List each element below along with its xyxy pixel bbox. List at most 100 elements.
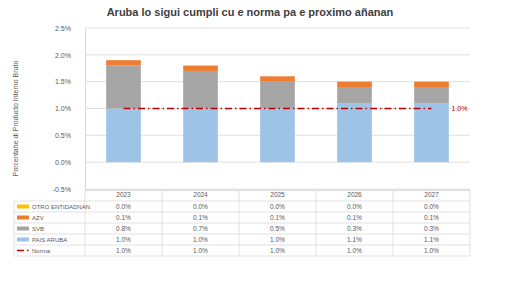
table-rule	[14, 234, 470, 235]
y-tick: 1.0%	[55, 105, 85, 112]
y-tick: 1.5%	[55, 78, 85, 85]
bar	[414, 87, 449, 103]
bar	[414, 103, 449, 162]
bar	[106, 66, 141, 109]
grid-line	[85, 28, 470, 29]
table-cell: 0.0%	[347, 203, 362, 210]
bar	[414, 82, 449, 87]
table-cell: 0.0%	[424, 203, 439, 210]
y-tick: 2.5%	[55, 25, 85, 32]
x-tick: 2026	[347, 190, 362, 198]
table-cell: 0.0%	[193, 203, 208, 210]
x-tick-label: 2026	[347, 191, 362, 198]
table-cell: 0.7%	[193, 225, 208, 232]
table-rule	[14, 212, 470, 213]
table-rule	[14, 223, 470, 224]
x-tick: 2025	[270, 190, 285, 198]
table-cell: 0.1%	[116, 214, 131, 221]
legend-label: AZV	[32, 215, 44, 221]
table-cell: 1.0%	[270, 236, 285, 243]
table-cell: 1.1%	[424, 236, 439, 243]
legend-swatch	[17, 227, 29, 231]
y-tick-label: 1.5%	[55, 78, 71, 85]
legend-label: OTRO ENTIDADNAN	[32, 204, 90, 210]
y-tick-label: 0.5%	[55, 132, 71, 139]
title: Aruba lo sigui cumpli cu e norma pa e pr…	[107, 6, 394, 18]
chart: Aruba lo sigui cumpli cu e norma pa e pr…	[0, 0, 513, 292]
table-cell: 0.3%	[347, 225, 362, 232]
legend-swatch	[17, 250, 29, 252]
y-axis: -0.5% 0.0% 0.5% 1.0% 1.5% 2.0% 2.5%	[53, 25, 86, 193]
plot-area	[106, 60, 449, 162]
y-tick: -0.5%	[53, 186, 85, 193]
table-cell: 1.1%	[347, 236, 362, 243]
table-cell: 0.8%	[116, 225, 131, 232]
table-cell: 1.0%	[193, 247, 208, 254]
legend-label: SVB	[32, 226, 44, 232]
bar	[106, 60, 141, 61]
bar	[337, 87, 372, 103]
bar	[106, 109, 141, 163]
data-table: OTRO ENTIDADNAN 0.0% 0.0% 0.0% 0.0% 0.0% AZV 0.…	[14, 190, 470, 256]
table-rule	[470, 190, 471, 256]
y-tick-label: 2.0%	[55, 52, 71, 59]
bar	[183, 65, 218, 66]
x-tick: 2024	[193, 190, 208, 198]
legend-swatch	[17, 205, 29, 209]
x-axis: 2023 2024 2025 2026 2027	[86, 190, 471, 198]
table-cell: 0.1%	[424, 214, 439, 221]
y-tick-label: 1.0%	[55, 105, 71, 112]
table-cell: 0.0%	[116, 203, 131, 210]
table-cell: 1.0%	[116, 236, 131, 243]
bar	[260, 76, 295, 81]
x-tick-label: 2024	[193, 191, 208, 198]
table-cell: 0.1%	[193, 214, 208, 221]
table-rule	[85, 190, 86, 256]
legend-swatch	[17, 238, 29, 242]
y-axis-title: Porcentahe di Producto Interno Bruto	[12, 61, 19, 177]
table-cell: 1.0%	[424, 247, 439, 254]
chart-container: Aruba lo sigui cumpli cu e norma pa e pr…	[0, 0, 513, 292]
bar	[260, 82, 295, 109]
y-axis-line	[85, 29, 86, 190]
x-tick-label: 2023	[116, 191, 131, 198]
table-cell: 0.3%	[424, 225, 439, 232]
table-rule	[239, 190, 240, 256]
bar	[260, 109, 295, 163]
table-rule	[393, 190, 394, 256]
bar	[414, 81, 449, 82]
table-cell: 0.0%	[270, 203, 285, 210]
legend-label: Norma	[32, 248, 51, 254]
table-cell: 0.5%	[270, 225, 285, 232]
table-rule	[14, 256, 470, 257]
bar	[337, 82, 372, 87]
y-tick: 2.0%	[55, 52, 85, 59]
bar	[183, 109, 218, 163]
legend-swatch	[17, 216, 29, 220]
bar	[183, 66, 218, 71]
bar-series	[106, 103, 449, 162]
bar	[183, 71, 218, 109]
legend-label: PAIS ARUBA	[32, 237, 67, 243]
y-tick: 0.0%	[55, 159, 85, 166]
grid-line	[85, 54, 470, 55]
bar-series	[106, 60, 449, 87]
y-tick-label: 0.0%	[55, 159, 71, 166]
line-end-label: 1.0%	[452, 105, 468, 112]
table-rule	[14, 201, 15, 256]
x-tick-label: 2027	[424, 191, 439, 198]
table-rule	[14, 245, 470, 246]
table-rule	[14, 201, 470, 202]
y-tick-label: 2.5%	[55, 25, 71, 32]
table-rule	[162, 190, 163, 256]
x-tick: 2027	[424, 190, 439, 198]
x-tick: 2023	[116, 190, 131, 198]
line	[124, 108, 432, 110]
y-tick-label: -0.5%	[53, 186, 71, 193]
table-cell: 1.0%	[193, 236, 208, 243]
grid	[85, 28, 470, 189]
table-cell: 0.1%	[270, 214, 285, 221]
table-cell: 1.0%	[347, 247, 362, 254]
table-cell: 1.0%	[116, 247, 131, 254]
table-cell: 1.0%	[270, 247, 285, 254]
